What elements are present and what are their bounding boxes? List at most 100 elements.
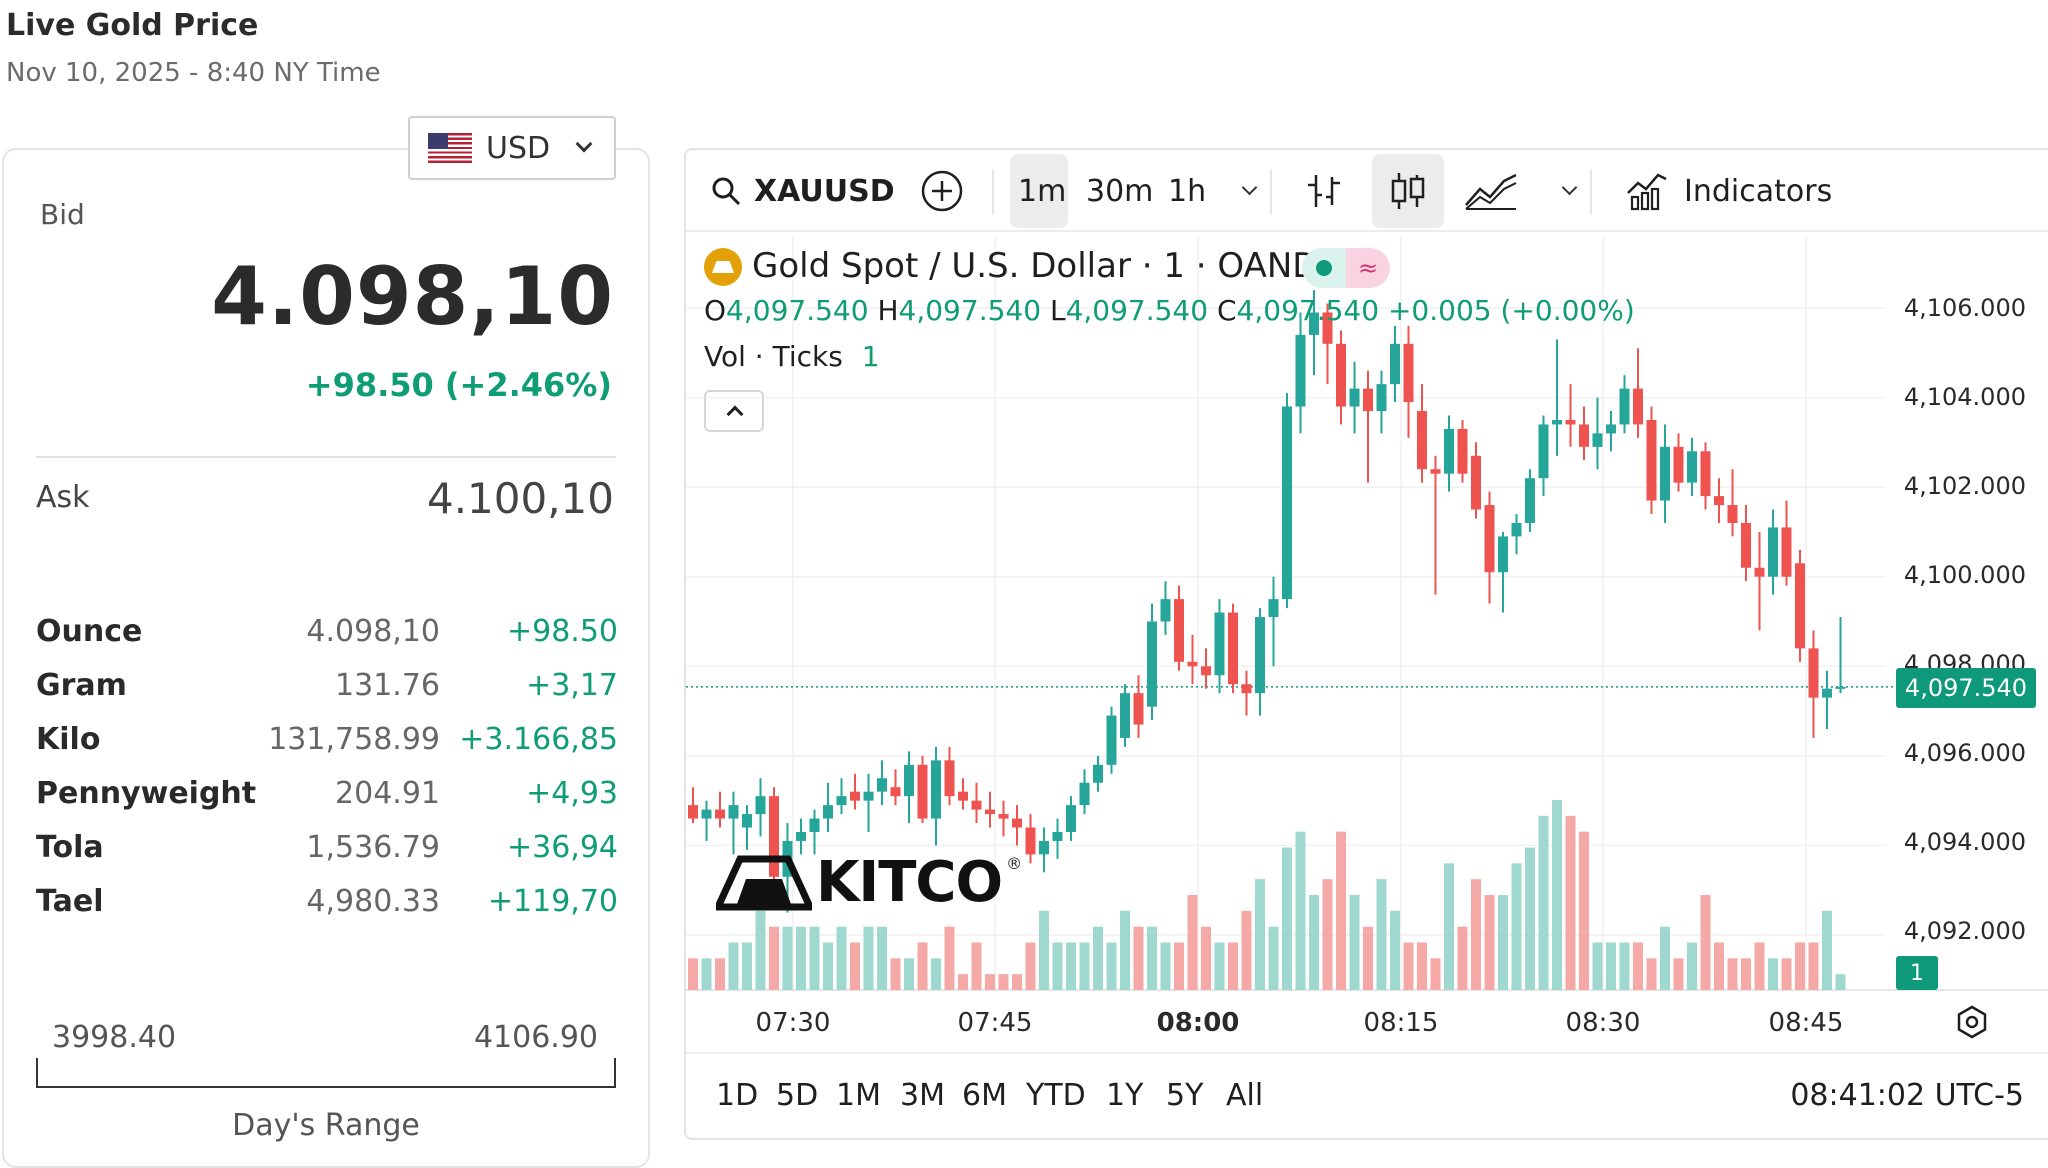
volume-bar: [1525, 847, 1535, 990]
candle-body: [1646, 419, 1657, 501]
candle-body: [1268, 599, 1279, 618]
candle-body: [742, 814, 752, 828]
candle-body: [1471, 455, 1481, 510]
period-5y[interactable]: 5Y: [1166, 1078, 1204, 1113]
volume-bar: [1430, 958, 1441, 990]
unit-row-pennyweight: Pennyweight 204.91 +4,93: [36, 776, 618, 816]
volume-bar: [958, 974, 968, 990]
search-icon: [712, 177, 741, 206]
period-3m[interactable]: 3M: [900, 1078, 945, 1113]
interval-1m[interactable]: 1m: [1018, 173, 1067, 209]
volume-bar: [1147, 926, 1157, 990]
period-ytd[interactable]: YTD: [1026, 1078, 1086, 1113]
unit-change: +119,70: [487, 884, 618, 919]
candle-body: [1430, 469, 1441, 474]
volume-bar: [890, 958, 901, 990]
volume-bar: [1133, 926, 1144, 990]
indicators-button[interactable]: Indicators: [1626, 150, 1832, 232]
interval-1h[interactable]: 1h: [1168, 173, 1207, 209]
unit-row-kilo: Kilo 131,758.99 +3.166,85: [36, 722, 618, 762]
period-1y[interactable]: 1Y: [1106, 1078, 1144, 1113]
volume-bar: [1403, 942, 1414, 990]
volume-bar: [755, 910, 766, 990]
chart-settings-button[interactable]: [1954, 1004, 1990, 1044]
volume-bar: [904, 958, 914, 990]
volume-bar: [1093, 926, 1103, 990]
unit-row-tael: Tael 4,980.33 +119,70: [36, 884, 618, 924]
volume-bar: [1471, 879, 1481, 990]
last-volume-tag: 1: [1896, 956, 1938, 990]
period-1m[interactable]: 1M: [836, 1078, 881, 1113]
period-5d[interactable]: 5D: [776, 1078, 819, 1113]
compare-button[interactable]: [920, 150, 964, 232]
interval-30m[interactable]: 30m: [1086, 173, 1154, 209]
candle-body: [850, 791, 860, 801]
time-axis-label: 08:00: [1156, 1008, 1240, 1038]
candle-body: [1201, 666, 1211, 676]
area-chart-icon: [1465, 173, 1517, 210]
volume-bar: [1727, 958, 1738, 990]
chart-clock: 08:41:02 UTC-5: [1790, 1078, 2024, 1113]
volume-bar: [1511, 863, 1522, 990]
period-6m[interactable]: 6M: [962, 1078, 1007, 1113]
candle-body: [1376, 384, 1387, 412]
symbol-search[interactable]: XAUUSD: [710, 150, 895, 232]
volume-bar: [1241, 910, 1252, 990]
unit-row-gram: Gram 131.76 +3,17: [36, 668, 618, 708]
unit-name: Kilo: [36, 722, 101, 757]
candle-body: [1025, 827, 1036, 855]
volume-bar: [1174, 942, 1184, 990]
bar-style-button[interactable]: [1306, 150, 1342, 232]
volume-bar: [1282, 847, 1292, 990]
candle-body: [809, 818, 820, 832]
unit-price: 1,536.79: [306, 830, 440, 865]
price-axis-label: 4,104.000: [1903, 383, 2026, 411]
price-axis-label: 4,094.000: [1903, 828, 2026, 856]
period-1d[interactable]: 1D: [716, 1078, 759, 1113]
volume-bar: [1025, 942, 1036, 990]
collapse-legend-button[interactable]: [704, 390, 764, 432]
volume-bar: [701, 958, 712, 990]
area-style-button[interactable]: [1464, 150, 1518, 232]
candle-body: [1322, 312, 1333, 344]
candle-body: [1727, 505, 1738, 523]
candle-body: [1511, 522, 1522, 537]
change-value: +0.005 (+0.00%): [1387, 294, 1635, 327]
candle-body: [1619, 388, 1630, 425]
volume-bar: [1228, 942, 1238, 990]
ohlc-bars-icon: [1308, 175, 1340, 207]
period-all[interactable]: All: [1226, 1078, 1264, 1113]
volume-label: Vol · Ticks: [704, 340, 843, 373]
indicators-label: Indicators: [1684, 173, 1833, 209]
candle-body: [1525, 478, 1535, 523]
active-interval-highlight: [1010, 154, 1068, 228]
volume-bar: [877, 926, 887, 990]
volume-bar: [1268, 926, 1279, 990]
candle-body: [1214, 612, 1225, 676]
volume-bar: [782, 926, 793, 990]
candle-body: [998, 814, 1009, 819]
candle-body: [836, 796, 847, 806]
candle-body: [688, 805, 698, 819]
volume-bar: [1390, 910, 1400, 990]
unit-row-tola: Tola 1,536.79 +36,94: [36, 830, 618, 870]
candle-body: [1039, 840, 1049, 855]
currency-select[interactable]: USD: [408, 116, 616, 180]
volume-bar: [769, 926, 779, 990]
volume-bar: [1579, 831, 1589, 990]
volume-bar: [1214, 942, 1225, 990]
candle-body: [1403, 343, 1414, 403]
indicators-icon: [1627, 173, 1667, 211]
volume-bar: [1835, 974, 1846, 990]
volume-bar: [1673, 958, 1684, 990]
volume-bar: [1160, 942, 1171, 990]
volume-bar: [1646, 958, 1657, 990]
volume-bar: [1741, 958, 1751, 990]
volume-bar: [1417, 942, 1427, 990]
volume-bar: [1660, 926, 1670, 990]
market-status-badge[interactable]: ≈: [1302, 248, 1390, 288]
candle-style-button[interactable]: [1388, 150, 1428, 232]
volume-bar: [1619, 942, 1630, 990]
candle-body: [1633, 388, 1643, 425]
